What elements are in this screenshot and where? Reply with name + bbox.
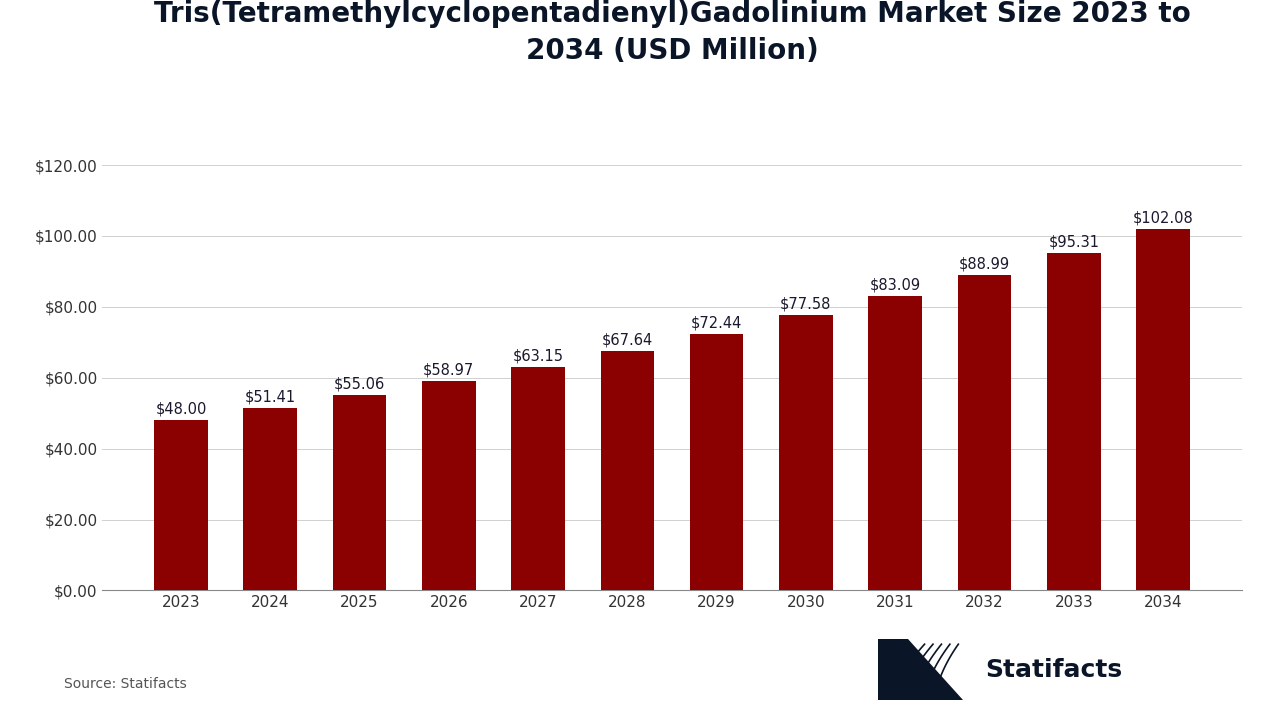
Text: $88.99: $88.99 [959, 256, 1010, 271]
Text: $102.08: $102.08 [1133, 210, 1193, 225]
Bar [780, 315, 833, 590]
Bar [333, 395, 387, 590]
Bar [1047, 253, 1101, 590]
Text: Statifacts: Statifacts [986, 657, 1123, 682]
Bar [511, 366, 564, 590]
Polygon shape [908, 639, 963, 700]
Text: $48.00: $48.00 [155, 402, 206, 417]
Bar [957, 275, 1011, 590]
Bar [422, 382, 476, 590]
Text: $67.64: $67.64 [602, 332, 653, 347]
Bar [1137, 228, 1190, 590]
Bar [878, 639, 963, 700]
Bar [154, 420, 207, 590]
Text: $77.58: $77.58 [781, 297, 832, 312]
Text: $51.41: $51.41 [244, 390, 296, 405]
Text: Source: Statifacts: Source: Statifacts [64, 678, 187, 691]
Bar [600, 351, 654, 590]
Text: $95.31: $95.31 [1048, 234, 1100, 249]
Bar [690, 333, 744, 590]
Bar [868, 296, 922, 590]
Text: $83.09: $83.09 [869, 277, 920, 292]
Text: $63.15: $63.15 [512, 348, 563, 363]
Bar [243, 408, 297, 590]
Text: Tris(Tetramethylcyclopentadienyl)Gadolinium Market Size 2023 to
2034 (USD Millio: Tris(Tetramethylcyclopentadienyl)Gadolin… [154, 0, 1190, 65]
Text: $72.44: $72.44 [691, 315, 742, 330]
Text: $55.06: $55.06 [334, 377, 385, 392]
Text: $58.97: $58.97 [424, 363, 475, 378]
